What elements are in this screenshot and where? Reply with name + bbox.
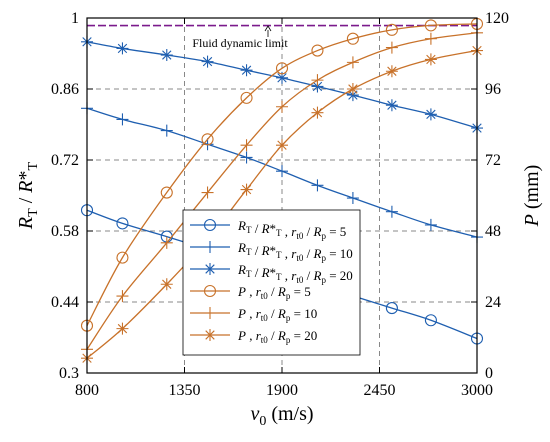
- data-point-s6-9: [385, 65, 398, 78]
- y-right-tick-label: 72: [485, 152, 501, 169]
- x-axis-label: v0 (m/s): [250, 403, 313, 429]
- data-point-s2-2: [116, 113, 129, 126]
- data-point-s4-3: [160, 186, 173, 199]
- data-point-s5-7: [311, 74, 324, 87]
- y-left-axis-label: RT / R*T: [15, 162, 41, 231]
- x-tick-label: 1900: [266, 382, 298, 399]
- data-point-s3-10: [424, 108, 437, 121]
- data-point-s4-10: [424, 19, 437, 32]
- data-point-s2-10: [424, 218, 437, 231]
- legend-marker-5: [204, 307, 216, 319]
- y-right-tick-label: 120: [485, 10, 509, 27]
- data-point-s5-5: [240, 139, 253, 152]
- legend-label-4: P , rt0 / Rp = 5: [237, 284, 311, 301]
- data-point-s4-7: [311, 44, 324, 57]
- data-point-s6-7: [311, 106, 324, 119]
- data-point-s3-9: [385, 99, 398, 112]
- data-point-s1-10: [424, 314, 437, 327]
- y-left-tick-label: 0.86: [51, 81, 79, 98]
- legend-label-5: P , rt0 / Rp = 10: [237, 306, 317, 323]
- data-point-s2-3: [160, 124, 173, 137]
- legend-marker-3: [204, 263, 216, 275]
- fluid-limit-label: Fluid dynamic limit: [192, 36, 288, 50]
- data-point-s3-8: [346, 89, 359, 102]
- data-point-s3-3: [160, 49, 173, 62]
- y-right-tick-label: 24: [485, 294, 501, 311]
- data-point-s4-6: [275, 62, 289, 75]
- data-point-s6-5: [240, 183, 253, 196]
- y-right-axis-label: P (mm): [521, 165, 543, 228]
- data-point-s4-5: [240, 91, 253, 104]
- y-left-tick-label: 0.3: [59, 365, 79, 382]
- data-point-s4-2: [116, 251, 129, 264]
- data-point-s3-2: [116, 42, 129, 55]
- data-point-s5-2: [116, 290, 129, 303]
- data-point-s2-6: [276, 165, 288, 178]
- legend-marker-1: [203, 218, 217, 232]
- series-line-4: [86, 23, 478, 326]
- data-point-s1-2: [116, 217, 129, 230]
- data-point-s4-9: [385, 23, 398, 36]
- data-point-s6-8: [346, 83, 359, 95]
- data-point-s2-8: [346, 192, 359, 205]
- x-tick-label: 2450: [364, 382, 396, 399]
- data-point-s3-5: [240, 64, 253, 77]
- data-point-s2-7: [311, 179, 324, 192]
- y-left-tick-label: 1: [71, 10, 79, 27]
- y-right-tick-label: 0: [485, 365, 493, 382]
- data-point-s6-6: [276, 139, 288, 152]
- legend-label-6: P , rt0 / Rp = 20: [237, 328, 317, 345]
- y-left-tick-label: 0.44: [51, 294, 79, 311]
- data-point-s3-4: [201, 55, 214, 68]
- y-left-tick-label: 0.58: [51, 223, 79, 240]
- x-tick-label: 1350: [169, 382, 201, 399]
- data-point-s5-4: [201, 186, 214, 199]
- data-point-s2-5: [240, 151, 253, 164]
- data-point-s2-9: [385, 205, 398, 218]
- data-point-s4-8: [346, 32, 359, 45]
- legend-marker-4: [203, 284, 217, 298]
- data-point-s6-10: [424, 53, 437, 66]
- data-point-s6-3: [160, 278, 173, 291]
- legend-marker-6: [204, 329, 216, 341]
- data-point-s5-6: [276, 100, 288, 113]
- data-point-s6-2: [116, 322, 129, 335]
- series-line-5: [86, 32, 478, 350]
- legend-box: [182, 209, 361, 356]
- x-tick-label: 3000: [461, 382, 493, 399]
- data-point-s3-6: [276, 71, 288, 84]
- limit-arrow-head-icon: [264, 25, 272, 32]
- legend-marker-2: [204, 241, 216, 253]
- y-right-tick-label: 96: [485, 81, 501, 98]
- legend-label-3: RT / R*T , rt0 / Rp = 20: [237, 262, 353, 285]
- data-point-s5-3: [160, 236, 173, 249]
- data-point-s1-9: [385, 302, 398, 315]
- y-left-tick-label: 0.72: [51, 152, 79, 169]
- data-point-s5-8: [346, 56, 359, 69]
- x-tick-label: 800: [75, 382, 99, 399]
- y-right-tick-label: 48: [485, 223, 501, 240]
- data-point-s4-4: [201, 133, 214, 146]
- legend-label-2: RT / R*T , rt0 / Rp = 10: [237, 240, 353, 263]
- data-point-s5-9: [385, 41, 398, 54]
- data-point-s3-7: [311, 80, 324, 93]
- legend-label-1: RT / R*T , rt0 / Rp = 5: [237, 218, 346, 241]
- data-point-s5-10: [424, 32, 437, 45]
